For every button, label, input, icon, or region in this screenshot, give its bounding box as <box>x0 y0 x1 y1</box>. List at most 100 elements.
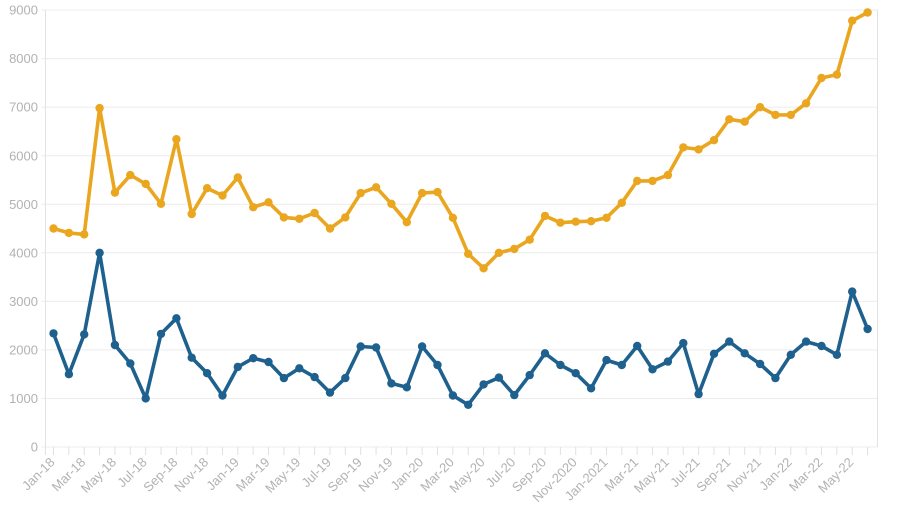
data-point <box>494 248 504 257</box>
data-point <box>817 73 826 83</box>
data-point <box>633 341 642 351</box>
y-axis-tick-label: 4000 <box>9 245 38 260</box>
data-point <box>202 184 212 193</box>
series-lines <box>49 8 872 409</box>
y-axis-tick-label: 5000 <box>9 197 38 212</box>
axis-edges <box>45 10 878 455</box>
data-point <box>402 218 411 227</box>
data-point <box>110 340 120 350</box>
y-axis-tick-label: 2000 <box>9 342 38 357</box>
data-point <box>341 373 350 383</box>
data-point <box>602 355 611 365</box>
data-point <box>648 365 657 374</box>
y-axis-tick-label: 6000 <box>9 148 38 163</box>
data-point <box>586 384 596 393</box>
gridlines <box>41 9 878 448</box>
data-point <box>525 235 534 244</box>
blue-series-path <box>51 251 870 407</box>
data-point <box>556 360 565 370</box>
data-point <box>679 143 688 152</box>
data-point <box>433 187 442 197</box>
y-axis-tick-label: 0 <box>31 440 38 455</box>
data-point <box>264 198 273 207</box>
data-point <box>218 391 227 400</box>
yellow-series-line <box>49 8 872 273</box>
data-point <box>694 145 703 154</box>
y-axis-labels: 0 1000 2000 3000 4000 5000 6000 7000 8000 9000 <box>9 3 38 455</box>
y-axis-tick-label: 7000 <box>9 100 38 115</box>
y-axis-tick-label: 8000 <box>9 51 38 66</box>
data-point <box>249 203 258 212</box>
data-point <box>786 110 795 120</box>
data-point <box>709 349 719 358</box>
data-point <box>848 16 857 25</box>
data-point <box>141 179 150 189</box>
data-point <box>464 400 473 409</box>
data-point <box>540 349 550 358</box>
data-point <box>740 117 749 126</box>
data-point <box>863 324 872 334</box>
x-axis-tick-label: May-22 <box>815 455 856 496</box>
data-point <box>110 188 120 197</box>
data-point <box>279 213 289 222</box>
data-point <box>740 349 749 358</box>
data-point <box>540 211 550 221</box>
data-point <box>356 188 365 198</box>
data-point <box>602 213 611 222</box>
data-point <box>617 360 626 370</box>
data-point <box>402 383 411 392</box>
data-point <box>817 341 826 351</box>
data-point <box>556 218 565 227</box>
data-point <box>479 264 488 273</box>
data-point <box>571 369 580 378</box>
data-point <box>832 70 842 79</box>
x-axis-tick-label: May-20 <box>446 455 487 496</box>
data-point <box>510 244 519 254</box>
x-axis-tick-label: Nov-21 <box>724 455 764 495</box>
data-point <box>187 353 196 362</box>
data-point <box>771 110 780 120</box>
data-point <box>325 224 335 233</box>
data-point <box>832 350 842 359</box>
data-point <box>156 199 166 208</box>
data-point <box>448 213 458 222</box>
data-point <box>663 357 673 366</box>
data-point <box>295 364 304 373</box>
data-point <box>279 373 289 383</box>
data-point <box>341 213 350 222</box>
data-point <box>387 199 396 208</box>
data-point <box>64 228 74 238</box>
data-point <box>202 369 212 378</box>
data-point <box>464 249 473 258</box>
data-point <box>187 209 196 219</box>
data-point <box>633 176 642 186</box>
data-point <box>172 135 181 144</box>
data-point <box>95 103 104 113</box>
data-point <box>249 354 258 363</box>
x-axis-tick-label: May-19 <box>262 455 303 496</box>
data-point <box>80 230 89 239</box>
data-point <box>80 330 89 339</box>
data-point <box>49 224 58 233</box>
data-point <box>617 198 626 207</box>
data-point <box>801 99 811 108</box>
data-point <box>448 391 458 400</box>
x-axis-ticks <box>53 447 869 455</box>
data-point <box>694 389 703 399</box>
x-axis-tick-label: Nov-18 <box>171 455 211 495</box>
x-axis-tick-label: May-21 <box>631 455 672 496</box>
data-point <box>126 359 135 368</box>
data-point <box>325 388 335 397</box>
data-point <box>571 217 580 226</box>
data-point <box>725 337 734 346</box>
data-point <box>709 136 719 145</box>
data-point <box>648 176 657 186</box>
data-point <box>755 103 765 112</box>
y-axis-tick-label: 9000 <box>9 3 38 18</box>
x-axis-labels: Jan-18Mar-18May-18Jul-18Sep-18Nov-18Jan-… <box>19 455 856 505</box>
data-point <box>433 360 442 370</box>
blue-series-line <box>49 248 872 409</box>
data-point <box>371 183 381 192</box>
